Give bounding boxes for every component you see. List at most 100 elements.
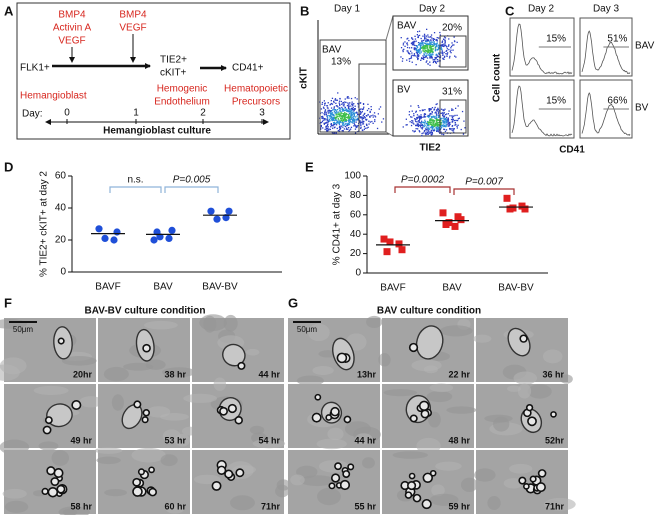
flow-dot — [351, 114, 354, 116]
flow-dot — [400, 56, 402, 58]
flow-dot — [433, 60, 436, 62]
flow-dot — [425, 37, 427, 39]
texture — [144, 320, 178, 330]
flow-dot — [345, 116, 347, 118]
flow-dot — [428, 108, 431, 110]
flow-dot — [415, 51, 418, 53]
flow-dot — [330, 110, 332, 112]
flow-dot — [424, 35, 426, 37]
flow-dot — [445, 50, 447, 52]
flow-dot — [431, 51, 434, 53]
texture — [366, 315, 383, 328]
flow-dot — [449, 121, 451, 124]
flow-dot — [435, 44, 438, 46]
flow-dot — [427, 50, 429, 52]
flow-dot — [340, 112, 342, 114]
flow-dot — [334, 126, 336, 128]
flow-dot — [435, 62, 437, 64]
time-label: 71hr — [261, 501, 281, 511]
flow-dot — [354, 112, 356, 114]
flow-dot — [422, 109, 425, 111]
texture — [473, 334, 492, 343]
texture — [411, 359, 442, 372]
flow-dot — [418, 51, 420, 54]
flow-dot — [445, 121, 447, 123]
flow-dot — [453, 115, 455, 117]
flow-dot — [412, 130, 414, 132]
factor: Activin A — [53, 23, 92, 34]
flow-dot — [431, 55, 433, 57]
flow-dot — [435, 54, 437, 56]
flow-dot — [414, 35, 416, 37]
cell — [336, 352, 348, 364]
flow-dot — [424, 132, 426, 134]
flow-dot — [425, 126, 427, 128]
cell — [222, 343, 246, 367]
flow-dot — [443, 43, 445, 45]
flow-dot — [441, 51, 443, 53]
flow-dot — [347, 106, 350, 109]
flow-dot — [449, 127, 451, 130]
flow-dot — [446, 46, 448, 48]
flow-dot — [428, 116, 430, 118]
flow-dot — [427, 63, 429, 65]
flow-dot — [321, 121, 324, 123]
flow-dot — [425, 129, 427, 131]
flow-dot — [338, 100, 341, 102]
data-point — [457, 216, 465, 224]
time-label: 48 hr — [448, 435, 470, 445]
flow-dot — [329, 110, 331, 113]
flow-dot — [320, 124, 322, 127]
flow-dot — [328, 120, 331, 122]
flow-dot — [437, 118, 439, 121]
flow-dot — [443, 45, 445, 48]
flow-dot — [444, 44, 446, 46]
flow-dot — [433, 44, 435, 46]
flow-dot — [351, 108, 354, 110]
flow-dot — [406, 59, 408, 61]
flow-dot — [451, 42, 453, 44]
texture — [507, 385, 522, 392]
flow-dot — [328, 118, 331, 121]
flow-dot — [441, 112, 444, 114]
flow-dot — [418, 121, 421, 123]
flow-dot — [413, 115, 415, 117]
flow-dot — [435, 114, 438, 116]
flow-dot — [425, 61, 427, 63]
flow-dot — [410, 105, 412, 107]
flow-dot — [438, 52, 440, 54]
flow-dot — [356, 125, 358, 127]
flow-dot — [433, 128, 435, 130]
flow-dot — [324, 109, 327, 111]
flow-dot — [406, 42, 408, 44]
flow-dot — [431, 57, 433, 59]
texture — [493, 416, 510, 432]
flow-dot — [443, 36, 446, 38]
flow-dot — [454, 124, 456, 126]
flow-dot — [442, 117, 445, 119]
flow-dot — [324, 119, 326, 121]
texture — [474, 468, 496, 482]
flow-dot — [344, 106, 346, 109]
flow-dot — [340, 108, 342, 110]
cell — [132, 486, 143, 497]
flow-dot — [416, 52, 418, 55]
flow-dot — [417, 52, 419, 54]
flow-dot — [414, 38, 417, 40]
flow-dot — [449, 115, 451, 117]
flow-dot — [343, 103, 345, 105]
flow-dot — [455, 107, 457, 109]
data-point — [439, 209, 447, 217]
flow-dot — [421, 46, 424, 48]
flow-dot — [424, 123, 426, 125]
flow-dot — [342, 113, 345, 116]
flow-dot — [363, 113, 365, 115]
flow-dot — [443, 125, 445, 127]
cell — [325, 414, 333, 421]
flow-dot — [422, 43, 424, 45]
flow-dot — [435, 121, 437, 123]
flow-dot — [343, 105, 345, 107]
flow-dot — [423, 115, 425, 118]
flow-dot — [445, 124, 448, 126]
flow-dot — [349, 121, 351, 123]
